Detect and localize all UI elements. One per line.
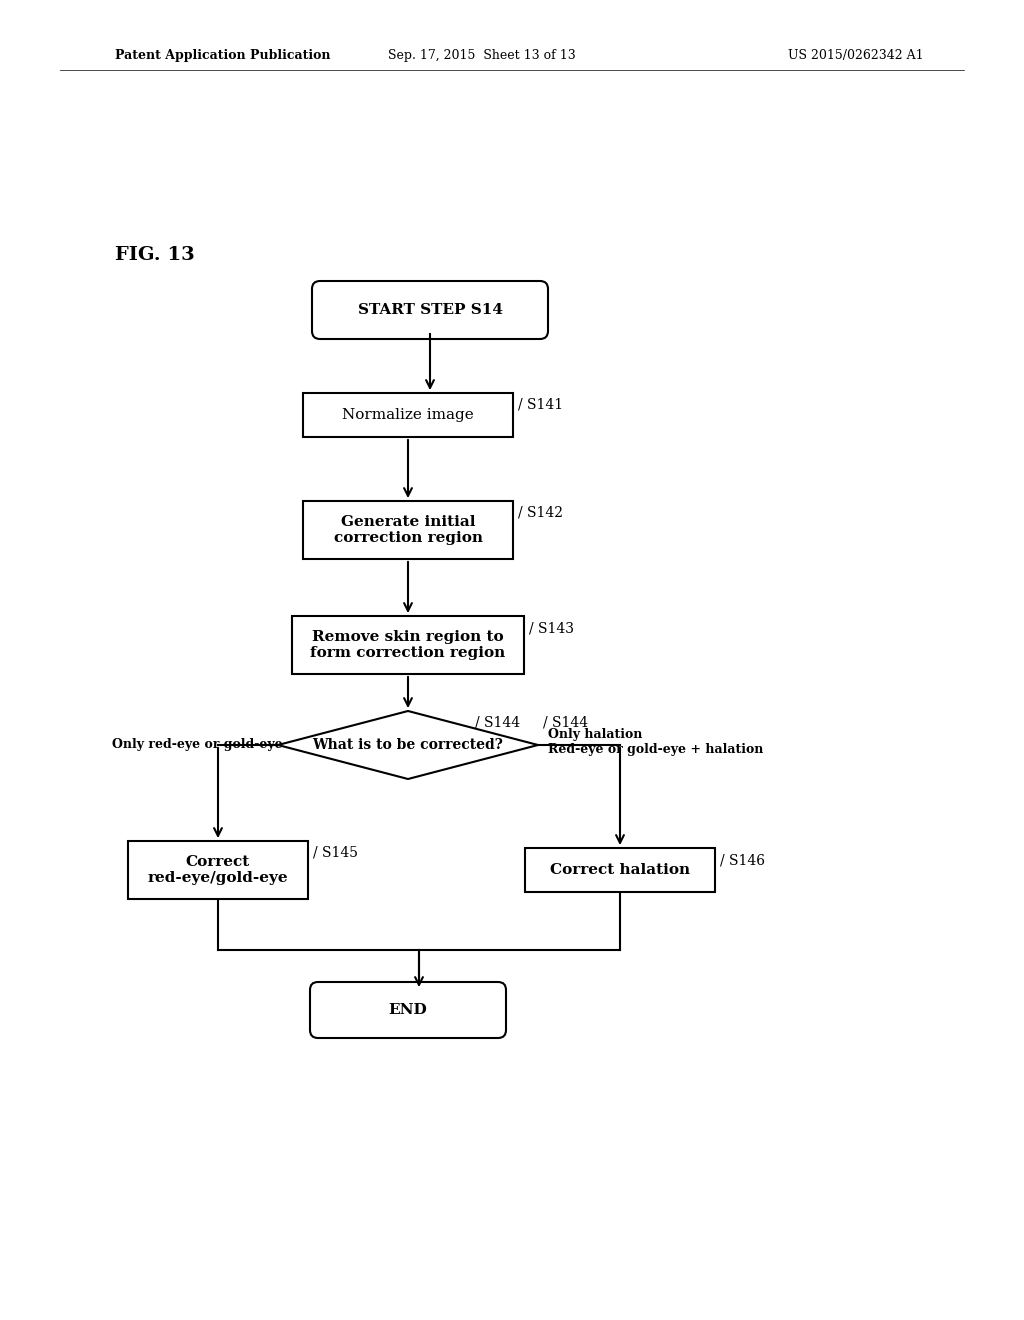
Text: Only red-eye or gold-eye: Only red-eye or gold-eye [112, 738, 283, 751]
Text: Correct
red-eye/gold-eye: Correct red-eye/gold-eye [147, 855, 289, 886]
Text: / S146: / S146 [720, 853, 765, 867]
Text: Correct halation: Correct halation [550, 863, 690, 876]
Text: Generate initial
correction region: Generate initial correction region [334, 515, 482, 545]
Text: / S143: / S143 [529, 620, 574, 635]
Text: END: END [389, 1003, 427, 1016]
FancyBboxPatch shape [310, 982, 506, 1038]
Text: START STEP S14: START STEP S14 [357, 304, 503, 317]
Text: / S142: / S142 [518, 506, 563, 520]
Bar [303, 502, 513, 558]
Text: Sep. 17, 2015  Sheet 13 of 13: Sep. 17, 2015 Sheet 13 of 13 [388, 49, 575, 62]
Text: / S141: / S141 [518, 399, 563, 412]
Text: FIG. 13: FIG. 13 [115, 246, 195, 264]
Text: Patent Application Publication: Patent Application Publication [115, 49, 331, 62]
Polygon shape [278, 711, 538, 779]
Bar [303, 393, 513, 437]
Text: Remove skin region to
form correction region: Remove skin region to form correction re… [310, 630, 506, 660]
Text: / S144: / S144 [475, 715, 520, 729]
Text: What is to be corrected?: What is to be corrected? [312, 738, 504, 752]
Text: / S144: / S144 [543, 715, 588, 730]
Text: Only halation
Red-eye or gold-eye + halation: Only halation Red-eye or gold-eye + hala… [548, 729, 763, 756]
Text: Normalize image: Normalize image [342, 408, 474, 422]
Text: US 2015/0262342 A1: US 2015/0262342 A1 [788, 49, 924, 62]
Bar [525, 847, 715, 892]
FancyBboxPatch shape [312, 281, 548, 339]
Bar [292, 616, 524, 675]
Text: / S145: / S145 [313, 846, 358, 861]
Bar [128, 841, 308, 899]
